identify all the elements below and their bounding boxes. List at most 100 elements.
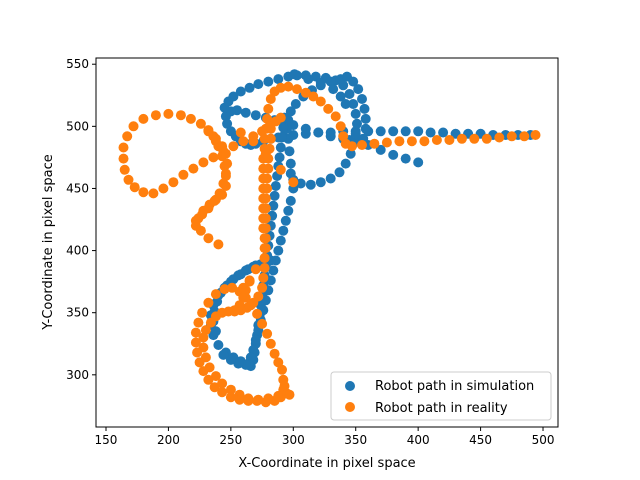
data-point: [444, 135, 455, 145]
data-point: [265, 338, 276, 349]
data-point: [278, 122, 289, 133]
y-tick-label: 350: [66, 306, 89, 320]
data-point: [248, 136, 259, 147]
y-tick-label: 550: [66, 57, 89, 71]
data-point: [203, 126, 214, 137]
data-point: [253, 394, 264, 405]
data-point: [193, 317, 204, 328]
data-point: [263, 163, 274, 174]
y-tick-label: 300: [66, 368, 89, 382]
data-point: [228, 274, 239, 285]
x-tick-label: 400: [407, 433, 430, 447]
data-point: [252, 308, 263, 319]
data-point: [265, 94, 276, 104]
data-point: [203, 374, 214, 385]
data-point: [235, 86, 246, 97]
legend: Robot path in simulation Robot path in r…: [330, 371, 552, 421]
data-point: [268, 265, 279, 276]
data-point: [217, 378, 228, 389]
data-point: [235, 127, 246, 138]
data-point: [344, 89, 355, 99]
data-point: [244, 82, 255, 93]
x-tick-label: 500: [532, 433, 555, 447]
data-point: [129, 182, 140, 193]
data-point: [375, 144, 386, 155]
data-point: [305, 179, 316, 190]
data-point: [481, 133, 492, 144]
data-point: [285, 168, 296, 179]
data-point: [210, 326, 221, 337]
data-point: [330, 111, 341, 122]
data-point: [227, 282, 238, 293]
data-point: [220, 148, 231, 159]
data-point: [308, 91, 319, 102]
data-point: [359, 103, 370, 114]
data-point: [313, 127, 324, 138]
data-point: [260, 148, 271, 159]
data-point: [218, 349, 229, 360]
data-point: [388, 126, 399, 137]
axes-frame: [95, 57, 559, 428]
data-point: [260, 193, 271, 204]
data-point: [469, 133, 480, 144]
data-point: [259, 263, 270, 273]
legend-marker-reality: [345, 402, 355, 412]
data-point: [360, 123, 371, 134]
data-point: [289, 69, 300, 80]
x-tick-label: 200: [157, 433, 180, 447]
y-tick-label: 500: [66, 119, 89, 133]
data-point: [257, 126, 268, 137]
data-point: [260, 243, 271, 254]
data-point: [138, 113, 149, 124]
y-axis-label: Y-Coordinate in pixel space: [41, 154, 56, 331]
data-point: [353, 84, 364, 95]
data-point: [225, 392, 236, 403]
data-point: [262, 173, 273, 184]
data-point: [340, 158, 351, 169]
data-point: [205, 317, 216, 328]
y-tick-label: 400: [66, 244, 89, 258]
data-point: [235, 269, 246, 280]
data-point: [388, 149, 399, 160]
data-point: [203, 297, 214, 308]
data-point: [257, 318, 268, 329]
data-point: [381, 137, 392, 148]
data-point: [208, 152, 219, 163]
data-point: [260, 233, 271, 244]
data-point: [262, 183, 273, 194]
data-point: [269, 190, 280, 201]
legend-label-reality: Robot path in reality: [375, 401, 508, 416]
data-point: [350, 128, 361, 139]
data-point: [260, 223, 271, 234]
data-point: [210, 371, 221, 382]
data-point: [285, 158, 296, 169]
data-point: [360, 113, 371, 124]
data-point: [260, 213, 271, 224]
data-point: [212, 296, 223, 307]
series-reality: [118, 81, 541, 408]
data-point: [213, 340, 224, 350]
data-point: [228, 91, 239, 102]
data-point: [290, 99, 301, 109]
data-point: [323, 103, 334, 114]
data-point: [198, 157, 209, 168]
data-point: [238, 292, 249, 303]
data-point: [275, 112, 286, 123]
data-point: [400, 126, 411, 137]
data-point: [240, 359, 251, 370]
data-point: [118, 142, 129, 153]
data-point: [325, 127, 336, 138]
data-point: [197, 209, 208, 220]
data-point: [275, 235, 286, 246]
data-point: [198, 366, 209, 377]
data-point: [350, 108, 361, 119]
data-point: [123, 174, 134, 185]
data-point: [203, 233, 214, 244]
data-point: [188, 163, 199, 174]
data-point: [185, 113, 196, 124]
data-point: [315, 96, 326, 107]
data-point: [277, 364, 287, 375]
x-tick-label: 250: [219, 433, 242, 447]
data-point: [243, 264, 254, 275]
data-point: [262, 328, 273, 339]
